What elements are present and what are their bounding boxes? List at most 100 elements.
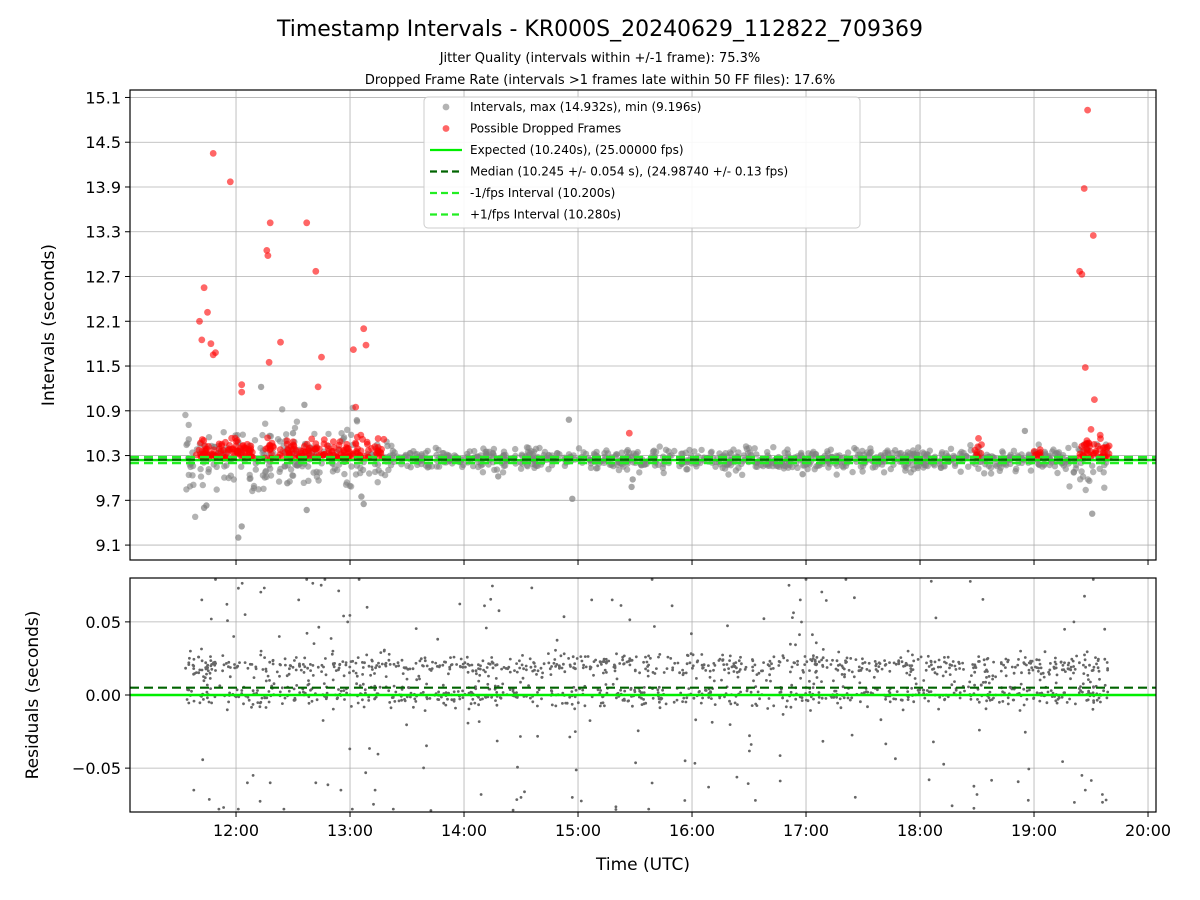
residual-point — [209, 659, 213, 662]
interval-point — [620, 463, 627, 470]
residual-point — [497, 609, 501, 613]
interval-point — [1021, 427, 1029, 435]
dropped-frame-point — [335, 441, 343, 449]
residual-point — [656, 688, 660, 692]
dropped-frame-point — [215, 440, 223, 448]
residual-point — [824, 697, 828, 700]
residual-point — [311, 581, 315, 585]
residual-point — [287, 689, 291, 693]
residual-point — [601, 660, 605, 663]
residual-point — [613, 664, 617, 668]
interval-point — [275, 478, 283, 485]
residual-point — [622, 654, 626, 658]
residual-point — [690, 632, 693, 636]
residual-point — [933, 671, 937, 675]
residual-point — [345, 691, 348, 695]
residual-point — [434, 661, 438, 665]
dropped-frame-point — [324, 442, 331, 449]
residual-point — [307, 682, 311, 686]
residual-point — [582, 663, 585, 667]
residual-point — [628, 663, 632, 667]
residual-point — [384, 664, 388, 668]
residual-point — [990, 778, 993, 782]
residual-point — [972, 666, 975, 670]
residual-point — [397, 664, 400, 668]
residual-point — [1097, 669, 1101, 673]
residual-point — [302, 690, 305, 694]
residual-point — [883, 663, 887, 667]
residual-point — [1089, 779, 1093, 782]
residual-point — [628, 657, 632, 660]
intervals-y-tick-label: 10.9 — [85, 402, 121, 421]
interval-point — [775, 463, 783, 470]
dropped-frame-point — [197, 439, 204, 447]
residual-point — [699, 701, 703, 705]
residual-point — [829, 663, 833, 666]
residual-point — [1054, 656, 1057, 660]
residual-point — [338, 663, 342, 667]
residual-point — [651, 696, 655, 700]
interval-point — [183, 441, 190, 449]
residual-point — [242, 702, 245, 706]
residual-point — [839, 706, 843, 710]
residual-point — [817, 695, 821, 699]
residual-point — [905, 663, 909, 667]
interval-point — [849, 468, 856, 476]
residual-point — [393, 700, 397, 703]
residual-point — [235, 688, 239, 692]
residual-point — [403, 666, 407, 670]
residual-point — [401, 672, 405, 675]
residual-point — [831, 658, 834, 662]
residual-point — [370, 659, 374, 663]
residual-point — [258, 705, 262, 709]
residual-point — [581, 666, 585, 670]
residual-point — [1017, 658, 1020, 661]
residual-point — [588, 665, 592, 669]
residual-point — [449, 663, 453, 667]
residual-point — [256, 701, 260, 704]
residual-point — [748, 749, 751, 753]
residual-point — [1092, 685, 1095, 689]
residual-point — [850, 670, 854, 674]
residual-point — [812, 697, 815, 701]
interval-point — [512, 445, 519, 453]
residual-point — [840, 673, 844, 676]
residual-point — [461, 689, 464, 693]
residual-point — [210, 667, 214, 671]
dropped-frame-point — [200, 284, 208, 292]
dropped-frame-point — [625, 429, 633, 437]
residual-point — [536, 691, 539, 694]
residual-point — [727, 671, 731, 675]
dropped-frame-point — [207, 340, 215, 348]
residual-point — [692, 696, 696, 700]
legend-entry-label: -1/fps Interval (10.200s) — [470, 186, 615, 200]
residual-point — [1027, 671, 1031, 675]
residual-point — [722, 663, 726, 666]
residual-point — [899, 698, 903, 702]
interval-point — [318, 460, 325, 467]
legend-entry-label: Possible Dropped Frames — [470, 122, 621, 136]
residual-point — [821, 648, 825, 651]
residual-point — [289, 664, 293, 668]
residual-point — [456, 690, 460, 693]
residual-point — [944, 670, 948, 674]
interval-point — [851, 444, 858, 452]
residual-point — [603, 704, 606, 708]
interval-point — [833, 471, 840, 478]
residual-point — [846, 696, 850, 700]
residual-point — [204, 661, 208, 665]
residual-point — [256, 689, 259, 692]
residual-point — [817, 660, 821, 664]
residual-point — [987, 675, 991, 678]
residual-point — [952, 691, 956, 695]
residual-point — [365, 605, 369, 609]
interval-point — [1018, 459, 1026, 467]
residual-point — [766, 663, 770, 667]
residual-point — [567, 657, 570, 660]
residual-point — [1016, 780, 1020, 784]
residual-point — [537, 688, 541, 692]
residual-point — [467, 691, 471, 695]
residual-point — [337, 668, 340, 672]
interval-point — [615, 466, 623, 474]
residual-point — [568, 735, 572, 739]
